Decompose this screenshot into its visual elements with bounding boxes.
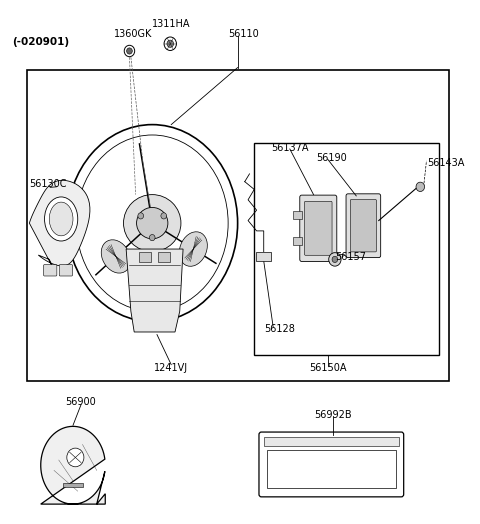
- Circle shape: [167, 40, 174, 47]
- Ellipse shape: [67, 125, 238, 322]
- Text: 56992B: 56992B: [314, 410, 351, 420]
- Bar: [293, 211, 301, 220]
- FancyBboxPatch shape: [346, 194, 381, 258]
- Circle shape: [127, 48, 132, 54]
- Ellipse shape: [49, 202, 73, 236]
- Text: 56150A: 56150A: [309, 363, 347, 373]
- Text: 56157: 56157: [335, 252, 366, 262]
- Text: 56137A: 56137A: [271, 143, 308, 153]
- Text: 56143A: 56143A: [427, 158, 465, 169]
- FancyBboxPatch shape: [59, 265, 72, 276]
- Bar: [267, 450, 396, 488]
- Circle shape: [67, 448, 84, 467]
- Ellipse shape: [45, 197, 78, 241]
- FancyBboxPatch shape: [259, 432, 404, 497]
- Bar: [158, 252, 170, 262]
- Circle shape: [332, 256, 338, 263]
- Text: 56110: 56110: [228, 29, 259, 39]
- Circle shape: [329, 253, 341, 266]
- Text: 56900: 56900: [66, 397, 96, 407]
- Ellipse shape: [180, 232, 207, 266]
- Text: 56130C: 56130C: [29, 179, 66, 189]
- Polygon shape: [41, 427, 105, 504]
- Circle shape: [149, 235, 155, 241]
- Ellipse shape: [123, 194, 181, 252]
- Bar: [26, 70, 449, 381]
- Ellipse shape: [137, 208, 168, 239]
- Circle shape: [161, 213, 167, 219]
- Text: 1360GK: 1360GK: [114, 29, 153, 39]
- Ellipse shape: [76, 135, 228, 311]
- Ellipse shape: [101, 240, 131, 273]
- FancyBboxPatch shape: [44, 265, 57, 276]
- Bar: [139, 252, 151, 262]
- Circle shape: [138, 213, 144, 219]
- Bar: [62, 483, 84, 487]
- Bar: [254, 143, 439, 355]
- Text: 1241VJ: 1241VJ: [154, 363, 188, 373]
- Text: 1311HA: 1311HA: [152, 18, 191, 28]
- FancyBboxPatch shape: [304, 201, 332, 255]
- Polygon shape: [126, 249, 183, 332]
- Bar: [256, 252, 271, 261]
- FancyBboxPatch shape: [350, 200, 376, 252]
- Text: (-020901): (-020901): [12, 37, 70, 47]
- Circle shape: [164, 37, 177, 50]
- Bar: [264, 437, 399, 446]
- Circle shape: [416, 182, 424, 191]
- Polygon shape: [29, 180, 90, 270]
- FancyBboxPatch shape: [300, 195, 337, 261]
- Circle shape: [124, 45, 135, 57]
- Bar: [293, 237, 301, 245]
- Text: 56128: 56128: [264, 324, 295, 334]
- Text: 56190: 56190: [316, 154, 347, 163]
